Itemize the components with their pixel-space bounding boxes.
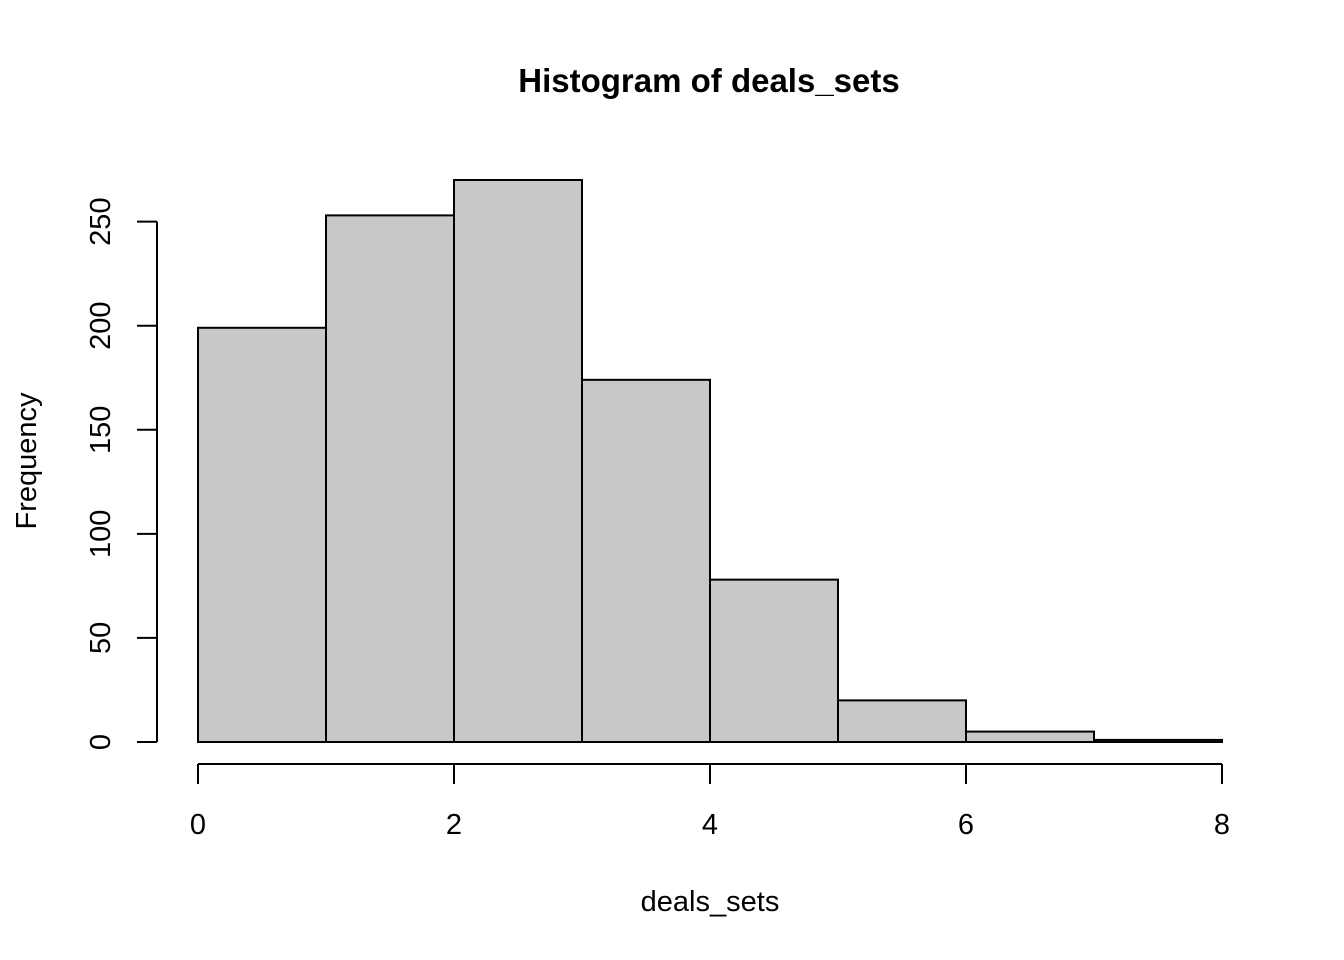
histogram-bar [965,730,1095,743]
histogram-bar [581,378,711,743]
histogram-bar [837,699,967,743]
x-tick-label: 4 [702,809,718,841]
x-tick-label: 0 [190,809,206,841]
x-axis: 0 2 4 6 8 [190,763,1230,841]
chart-title: Histogram of deals_sets [518,62,899,99]
histogram-bar [453,179,583,743]
x-tick-label: 8 [1214,809,1230,841]
y-tick-label: 50 [85,622,117,654]
histogram-bar [197,326,327,743]
y-tick-label: 250 [85,197,117,245]
histogram-bar [1093,738,1223,743]
y-tick-label: 100 [85,510,117,558]
y-tick-label: 0 [85,734,117,750]
histogram-bar [709,578,839,744]
y-axis: 0 50 100 150 200 250 [85,197,158,750]
x-tick-label: 2 [446,809,462,841]
y-tick-label: 200 [85,302,117,350]
histogram-bar [325,214,455,743]
bars-group [197,179,1223,744]
x-tick-label: 6 [958,809,974,841]
x-axis-label: deals_sets [641,886,780,918]
y-tick-label: 150 [85,406,117,454]
y-axis-label: Frequency [11,392,43,530]
